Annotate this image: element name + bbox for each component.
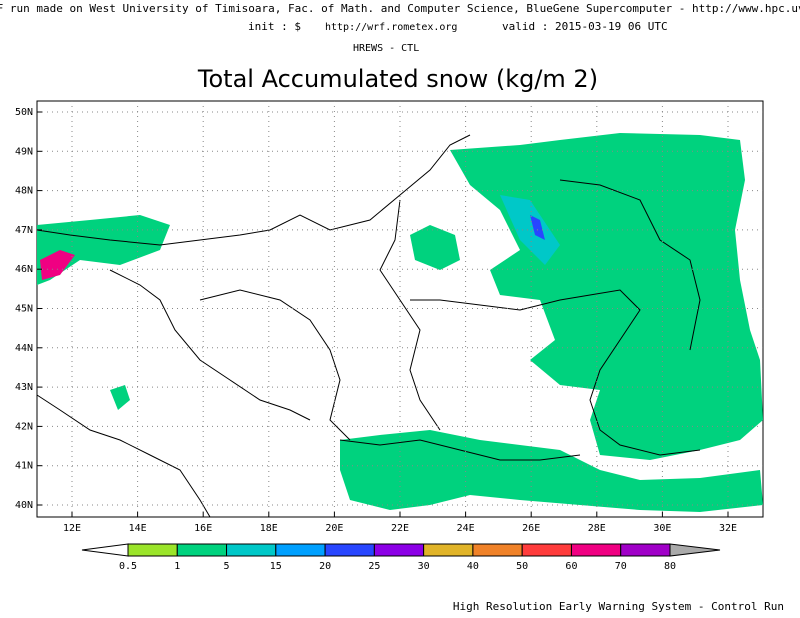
colorbar-swatch — [176, 543, 228, 557]
colorbar-label: 0.5 — [119, 561, 137, 572]
snow-area — [530, 215, 545, 240]
lat-label: 40N — [15, 500, 33, 511]
snow-cover — [37, 133, 763, 512]
colorbar-label: 15 — [270, 561, 282, 572]
lat-label: 49N — [15, 146, 33, 157]
border — [36, 134, 471, 246]
colorbar-label: 50 — [516, 561, 528, 572]
snow-area — [110, 385, 130, 410]
coast — [36, 394, 211, 518]
colorbar-swatch — [373, 543, 425, 557]
colorbar-label: 25 — [368, 561, 380, 572]
title: Total Accumulated snow (kg/m 2) — [197, 65, 598, 93]
credit: RF run made on West University of Timiso… — [0, 2, 800, 15]
lat-label: 50N — [15, 107, 33, 118]
colorbar-swatch — [423, 543, 474, 557]
colorbar-swatch — [570, 543, 622, 557]
border — [559, 179, 701, 351]
lon-label: 18E — [260, 523, 278, 534]
colorbar-label: 70 — [615, 561, 627, 572]
lat-label: 48N — [15, 186, 33, 197]
footer: High Resolution Early Warning System - C… — [453, 600, 784, 613]
colorbar-swatch — [472, 543, 523, 557]
colorbar-label: 60 — [565, 561, 577, 572]
colorbar-swatch — [620, 543, 671, 557]
colorbar-label: 5 — [224, 561, 230, 572]
colorbar-label: 20 — [319, 561, 331, 572]
colorbar-low-arrow — [81, 543, 129, 557]
borders — [36, 134, 701, 518]
lon-label: 16E — [194, 523, 212, 534]
colorbar-swatch — [226, 543, 277, 557]
colorbar-high-arrow — [669, 543, 721, 557]
lon-label: 14E — [129, 523, 147, 534]
lat-label: 45N — [15, 304, 33, 315]
lon-label: 32E — [719, 523, 737, 534]
lat-label: 43N — [15, 382, 33, 393]
lon-label: 20E — [325, 523, 343, 534]
graticule: 50N 49N 48N 47N 46N 45N 44N 43N 42N 41N 40N 12E 14E 1… — [15, 101, 763, 534]
lat-label: 44N — [15, 343, 33, 354]
lat-label: 42N — [15, 421, 33, 432]
colorbar-swatch — [127, 543, 178, 557]
colorbar-label: 30 — [418, 561, 430, 572]
snow-area — [410, 225, 460, 270]
lon-label: 22E — [391, 523, 409, 534]
snow-area — [500, 195, 560, 265]
border — [410, 289, 701, 456]
colorbar-swatch — [275, 543, 326, 557]
snow-area — [37, 215, 170, 285]
colorbar-label: 1 — [174, 561, 180, 572]
colorbar-label: 80 — [664, 561, 676, 572]
map: 50N 49N 48N 47N 46N 45N 44N 43N 42N 41N 40N 12E 14E 1… — [15, 100, 764, 534]
lon-label: 28E — [588, 523, 606, 534]
lat-label: 47N — [15, 225, 33, 236]
border — [199, 289, 351, 441]
snow-area — [40, 250, 75, 280]
lon-label: 26E — [522, 523, 540, 534]
lat-label: 46N — [15, 264, 33, 275]
lon-label: 24E — [457, 523, 475, 534]
coast — [109, 269, 311, 421]
snow-area — [340, 430, 763, 512]
lat-label: 41N — [15, 461, 33, 472]
border — [339, 439, 581, 461]
url: http://wrf.rometex.org — [325, 22, 457, 33]
lon-label: 12E — [63, 523, 81, 534]
valid: valid : 2015-03-19 06 UTC — [502, 20, 668, 33]
colorbar-swatch — [324, 543, 375, 557]
init: init : $ — [248, 20, 301, 33]
colorbar-swatch — [521, 543, 572, 557]
border — [379, 199, 441, 431]
run: HREWS - CTL — [353, 43, 419, 54]
lon-label: 30E — [653, 523, 671, 534]
colorbar-label: 40 — [467, 561, 479, 572]
colorbar: 0.5 1 5 15 20 25 30 40 50 60 70 80 — [81, 543, 721, 572]
